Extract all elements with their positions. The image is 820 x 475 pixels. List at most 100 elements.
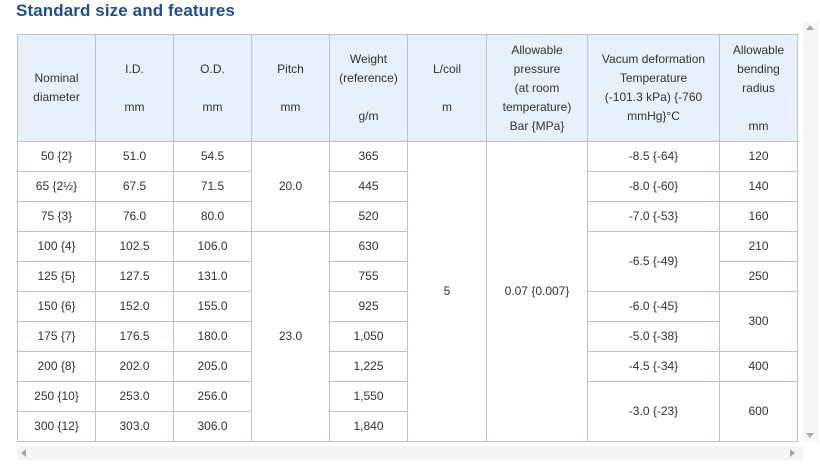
table-row: 200 {8} 202.0 205.0 1,225 -4.5 {-34} 400	[17, 351, 798, 382]
cell-weight: 630	[329, 231, 408, 262]
col-header-id: I.D. mm	[95, 34, 174, 142]
header-line: Weight	[349, 52, 388, 66]
cell-l-coil: 5	[407, 141, 487, 442]
cell-nominal: 75 {3}	[17, 201, 96, 232]
header-line: Vacum deformation	[601, 52, 706, 66]
cell-vacuum: -6.0 {-45}	[587, 291, 720, 322]
cell-nominal: 65 {2½}	[17, 171, 96, 202]
table-row: 65 {2½} 67.5 71.5 445 -8.0 {-60} 140	[17, 171, 798, 202]
table-row: 125 {5} 127.5 131.0 755 250	[17, 261, 798, 292]
cell-od: 180.0	[173, 321, 252, 352]
header-line: diameter	[33, 90, 80, 104]
cell-od: 106.0	[173, 231, 252, 262]
cell-weight: 520	[329, 201, 408, 232]
spec-table: Nominal diameter I.D. mm O.D. mm Pitch mm…	[17, 34, 798, 442]
cell-pitch: 20.0	[251, 141, 330, 232]
cell-od: 71.5	[173, 171, 252, 202]
header-line: bending	[737, 61, 780, 76]
cell-od: 131.0	[173, 261, 252, 292]
cell-bending: 140	[719, 171, 798, 202]
col-header-weight: Weight (reference) g/m	[329, 34, 408, 142]
cell-od: 205.0	[173, 351, 252, 382]
header-line: O.D.	[200, 61, 225, 76]
cell-vacuum: -4.5 {-34}	[587, 351, 720, 382]
scroll-up-arrow-icon[interactable]	[806, 25, 814, 30]
cell-id: 127.5	[95, 261, 174, 292]
cell-id: 76.0	[95, 201, 174, 232]
table-row: 75 {3} 76.0 80.0 520 -7.0 {-53} 160	[17, 201, 798, 232]
table-scroll-area[interactable]: Nominal diameter I.D. mm O.D. mm Pitch mm…	[0, 34, 820, 464]
header-line: Nominal	[34, 71, 79, 85]
cell-weight: 1,550	[329, 381, 408, 412]
horizontal-scrollbar[interactable]	[17, 446, 803, 460]
col-header-nominal-diameter: Nominal diameter	[17, 34, 96, 142]
cell-od: 155.0	[173, 291, 252, 322]
scroll-left-arrow-icon[interactable]	[21, 449, 26, 457]
table-row: 175 {7} 176.5 180.0 1,050 -5.0 {-38}	[17, 321, 798, 352]
cell-weight: 1,225	[329, 351, 408, 382]
cell-id: 51.0	[95, 141, 174, 172]
cell-nominal: 125 {5}	[17, 261, 96, 292]
cell-vacuum: -8.5 {-64}	[587, 141, 720, 172]
table-row: 300 {12} 303.0 306.0 1,840	[17, 411, 798, 442]
header-line	[332, 88, 405, 107]
col-header-od: O.D. mm	[173, 34, 252, 142]
scroll-right-arrow-icon[interactable]	[790, 449, 795, 457]
header-line: Bar {MPa}	[509, 118, 565, 133]
cell-bending: 160	[719, 201, 798, 232]
cell-nominal: 300 {12}	[17, 411, 96, 442]
cell-bending: 600	[719, 381, 798, 442]
vertical-scrollbar[interactable]	[803, 22, 818, 442]
cell-pitch: 23.0	[251, 231, 330, 442]
header-line: m	[442, 99, 452, 114]
cell-weight: 925	[329, 291, 408, 322]
header-line: Allowable	[511, 42, 563, 57]
cell-id: 102.5	[95, 231, 174, 262]
cell-od: 256.0	[173, 381, 252, 412]
header-line: (at room	[514, 80, 560, 95]
header-line: mm	[748, 118, 769, 133]
cell-od: 54.5	[173, 141, 252, 172]
cell-od: 80.0	[173, 201, 252, 232]
cell-nominal: 175 {7}	[17, 321, 96, 352]
header-line: mm	[202, 99, 223, 114]
cell-id: 152.0	[95, 291, 174, 322]
header-line: (reference)	[339, 71, 398, 85]
cell-vacuum: -5.0 {-38}	[587, 321, 720, 352]
section-heading: Standard size and features	[16, 1, 235, 20]
header-line	[254, 79, 327, 98]
cell-weight: 365	[329, 141, 408, 172]
header-row: Nominal diameter I.D. mm O.D. mm Pitch mm…	[17, 34, 798, 142]
cell-vacuum: -6.5 {-49}	[587, 231, 720, 292]
header-line: radius	[742, 80, 775, 95]
header-line: mm	[280, 99, 301, 114]
cell-nominal: 50 {2}	[17, 141, 96, 172]
cell-id: 253.0	[95, 381, 174, 412]
col-header-l-coil: L/coil m	[407, 34, 487, 142]
cell-bending: 210	[719, 231, 798, 262]
cell-vacuum: -7.0 {-53}	[587, 201, 720, 232]
header-line	[176, 79, 249, 98]
cell-id: 176.5	[95, 321, 174, 352]
cell-weight: 1,050	[329, 321, 408, 352]
table-row: 50 {2} 51.0 54.5 20.0 365 5 0.07 {0.007}…	[17, 141, 798, 442]
header-line	[722, 98, 795, 117]
cell-nominal: 250 {10}	[17, 381, 96, 412]
cell-nominal: 100 {4}	[17, 231, 96, 262]
cell-nominal: 150 {6}	[17, 291, 96, 322]
header-line	[98, 79, 171, 98]
header-line: I.D.	[125, 61, 144, 76]
cell-bending: 300	[719, 291, 798, 352]
cell-weight: 755	[329, 261, 408, 292]
cell-vacuum: -8.0 {-60}	[587, 171, 720, 202]
header-line: (-101.3 kPa) {-760	[604, 90, 703, 104]
scroll-down-arrow-icon[interactable]	[806, 433, 814, 438]
header-line	[410, 79, 484, 98]
cell-bending: 400	[719, 351, 798, 382]
table-row: 150 {6} 152.0 155.0 925 -6.0 {-45} 300	[17, 291, 798, 352]
cell-bending: 120	[719, 141, 798, 172]
col-header-pitch: Pitch mm	[251, 34, 330, 142]
col-header-allowable-pressure: Allowable pressure (at room temperature) Bar…	[486, 34, 588, 142]
cell-bending: 250	[719, 261, 798, 292]
cell-nominal: 200 {8}	[17, 351, 96, 382]
